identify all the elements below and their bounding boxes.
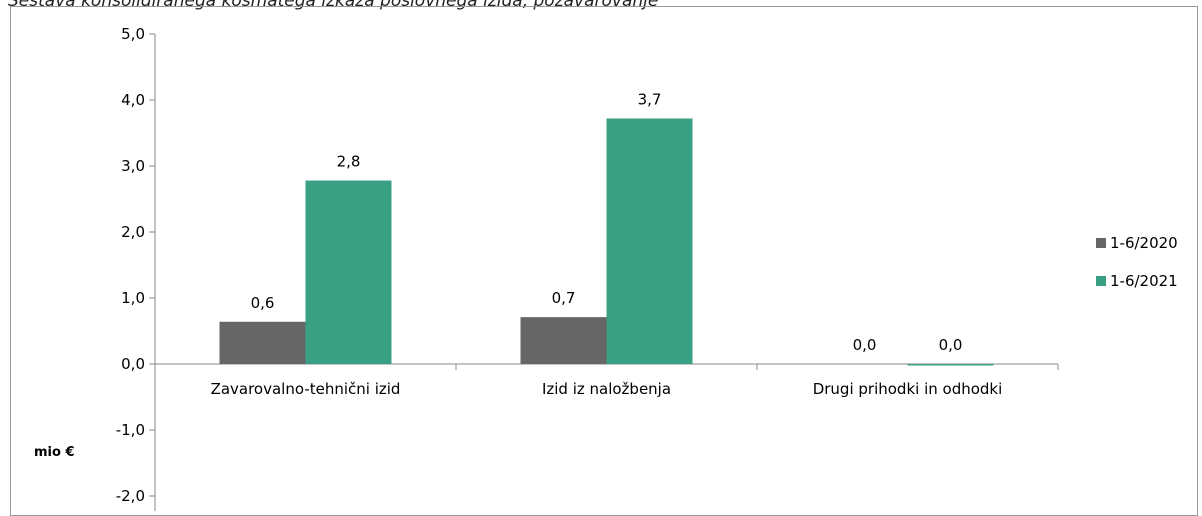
y-tick-label: -2,0 — [116, 487, 145, 505]
bar — [606, 118, 693, 364]
data-label: 2,8 — [337, 153, 361, 171]
legend-entry: 1-6/2021 — [1110, 272, 1178, 290]
legend: 1-6/2020 1-6/2021 — [1096, 234, 1178, 290]
bars — [219, 118, 994, 366]
data-labels: 0,6 2,8 0,7 3,7 0,0 0,0 — [251, 90, 963, 354]
legend-swatch — [1096, 238, 1106, 248]
x-tick-label: Drugi prihodki in odhodki — [813, 380, 1003, 398]
legend-entry: 1-6/2020 — [1110, 234, 1178, 252]
data-label: 3,7 — [638, 90, 662, 108]
bar — [520, 317, 607, 364]
y-tick-label: 3,0 — [121, 157, 145, 175]
y-tick-label: 4,0 — [121, 91, 145, 109]
y-tick-label: 2,0 — [121, 223, 145, 241]
y-tick-label: 5,0 — [121, 25, 145, 43]
x-tick-label: Izid iz naložbenja — [542, 380, 671, 398]
bar — [305, 180, 392, 364]
bar — [907, 364, 994, 366]
data-label: 0,0 — [853, 336, 877, 354]
data-label: 0,6 — [251, 294, 275, 312]
y-tick-label: 1,0 — [121, 289, 145, 307]
bar — [219, 321, 306, 364]
axes: 5,0 4,0 3,0 2,0 1,0 0,0 -1,0 -2,0 Zavarovalno-te… — [116, 25, 1059, 511]
data-label: 0,7 — [552, 289, 576, 307]
y-tick-label: -1,0 — [116, 421, 145, 439]
y-axis-label: mio € — [34, 445, 75, 460]
data-label: 0,0 — [939, 336, 963, 354]
y-tick-label: 0,0 — [121, 355, 145, 373]
x-tick-label: Zavarovalno-tehnični izid — [211, 380, 401, 398]
chart-title: Sestava konsolidiranega kosmatega izkaza… — [8, 0, 659, 11]
legend-swatch — [1096, 276, 1106, 286]
